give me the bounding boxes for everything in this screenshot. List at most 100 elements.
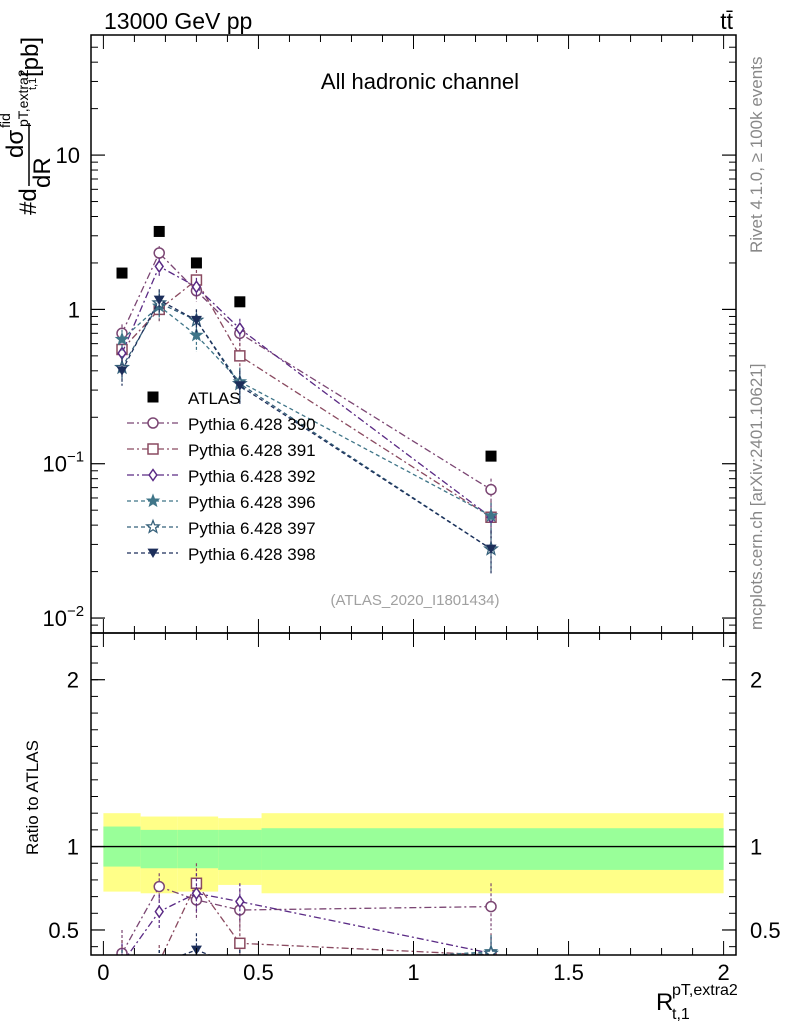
ratio-frame <box>90 632 737 956</box>
ratio-ytick-label: 2 <box>67 668 79 693</box>
data-point <box>153 247 165 259</box>
ratio-xtick-label: 1.5 <box>553 960 584 985</box>
ylabel-num-sub2: t,1 <box>27 78 39 90</box>
ratio-point <box>196 954 197 955</box>
legend-atlas-marker <box>147 391 159 403</box>
atlas-point <box>116 267 128 279</box>
ratio-point <box>483 944 499 955</box>
ratio-point <box>486 967 497 976</box>
main-frame <box>90 34 737 634</box>
ratio-xtick-label: 2 <box>717 960 729 985</box>
ratio-point <box>117 958 127 968</box>
ratio-point <box>116 960 128 972</box>
series-pythia-6.428-390 <box>116 246 497 503</box>
data-point <box>235 321 245 336</box>
ratio-point <box>235 894 245 909</box>
main-ylabel: #d dR dσ fid pT,extra2 t,1 [pb] <box>0 37 56 215</box>
ratio-point <box>154 904 164 919</box>
ratio-series-pythia-6.428-390 <box>116 873 497 955</box>
watermark: (ATLAS_2020_I1801434) <box>330 592 499 609</box>
ylabel-num-sup: fid <box>0 113 13 128</box>
legend-label: Pythia 6.428 396 <box>188 493 316 512</box>
ratio-series-pythia-6.428-398 <box>117 933 497 978</box>
ratio-xtick-label: 1 <box>407 960 419 985</box>
ratio-xtick-label: 0.5 <box>243 960 274 985</box>
header-right: tt̄ <box>720 8 733 34</box>
series-line <box>121 305 492 517</box>
atlas-point <box>234 296 246 308</box>
data-point <box>116 366 128 376</box>
ratio-panel: 0.5 0.5 1 1 2 2 0 0.5 1 1.5 2 Ratio to ATLAS R pT,… <box>23 632 781 1023</box>
ratio-line <box>121 885 492 954</box>
legend-marker <box>147 443 159 455</box>
ratio-line <box>161 882 492 955</box>
legend-marker <box>148 468 158 482</box>
data-point <box>483 508 499 522</box>
main-ytick-label: 10 <box>43 452 67 477</box>
main-ytick-label-exp: −2 <box>67 603 84 620</box>
legend-marker <box>147 548 159 558</box>
legend-label: Pythia 6.428 390 <box>188 415 316 434</box>
ratio-line <box>180 949 212 955</box>
data-point <box>153 295 165 305</box>
ratio-band-inner <box>218 829 262 870</box>
ratio-point <box>190 957 202 969</box>
xlabel-base: R <box>656 989 673 1016</box>
data-point <box>191 280 202 294</box>
legend-label: Pythia 6.428 398 <box>188 545 316 564</box>
data-point <box>189 327 204 342</box>
ratio-band-inner <box>261 828 724 870</box>
ylabel-num: dσ <box>2 130 29 158</box>
legend-atlas-label: ATLAS <box>188 389 241 408</box>
ratio-ytick-label: 0.5 <box>48 918 79 943</box>
series-atlas <box>116 225 497 462</box>
ratio-ylabel: Ratio to ATLAS <box>23 740 42 855</box>
ratio-point <box>153 880 165 893</box>
atlas-point <box>190 257 202 269</box>
ratio-point <box>116 960 128 972</box>
xlabel-sub: t,1 <box>672 1006 690 1023</box>
ratio-point <box>154 959 165 968</box>
ratio-band-inner <box>177 829 219 869</box>
data-point <box>190 315 202 326</box>
data-point <box>234 381 246 391</box>
ylabel-num-sub: pT,extra2 <box>15 69 31 127</box>
ylabel-main: #d <box>15 188 42 215</box>
rivet-label: Rivet 4.1.0, ≥ 100k events <box>747 57 766 253</box>
ylabel-den: dR <box>29 157 56 188</box>
legend-label: Pythia 6.428 391 <box>188 441 316 460</box>
data-point <box>114 331 130 346</box>
ratio-xlabel: R pT,extra2 t,1 <box>656 982 738 1023</box>
data-point <box>234 350 246 362</box>
ratio-point <box>117 969 128 978</box>
legend-label: Pythia 6.428 397 <box>188 519 316 538</box>
main-ytick-label: 1 <box>68 297 80 322</box>
main-title: All hadronic channel <box>321 69 519 94</box>
ratio-point <box>118 958 126 969</box>
ylabel-unit: [pb] <box>17 37 44 77</box>
ratio-ytick-label-right: 1 <box>750 835 762 860</box>
legend-label: Pythia 6.428 392 <box>188 467 316 486</box>
ratio-line <box>424 951 492 955</box>
data-point <box>485 544 497 554</box>
header-left: 13000 GeV pp <box>104 8 252 34</box>
ratio-point <box>485 900 497 913</box>
atlas-point <box>485 450 497 462</box>
ratio-xtick-label: 0 <box>97 960 109 985</box>
ratio-ytick-label-right: 0.5 <box>750 918 781 943</box>
mcplots-label: mcplots.cern.ch [arXiv:2401.10621] <box>747 364 766 630</box>
xlabel-sup: pT,extra2 <box>672 982 738 999</box>
series-line <box>121 279 492 518</box>
ratio-ytick-label-right: 2 <box>750 668 762 693</box>
legend-marker <box>145 518 161 534</box>
series-pythia-6.428-398 <box>116 289 497 576</box>
atlas-point <box>153 225 165 237</box>
ratio-series-pythia-6.428-396 <box>116 934 499 972</box>
ratio-point <box>154 957 164 967</box>
ratio-ytick-label: 1 <box>67 835 79 860</box>
ratio-band-inner <box>140 829 178 869</box>
ratio-point <box>153 957 165 969</box>
main-ytick-label: 10 <box>56 143 80 168</box>
ratio-point <box>234 937 246 950</box>
